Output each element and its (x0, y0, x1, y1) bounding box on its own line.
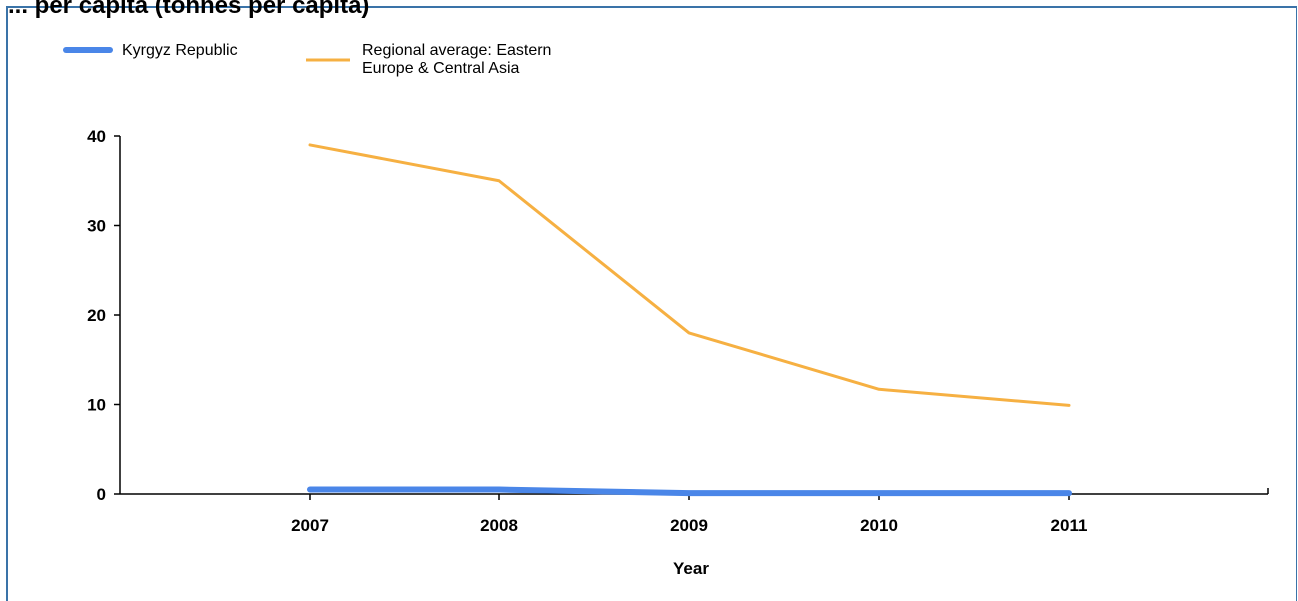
series-line-regional-average (308, 143, 1071, 407)
chart-legend: Kyrgyz Republic Regional average: Eastern… (63, 42, 551, 77)
chart-title: ... per capita (tonnes per capita) (8, 0, 370, 19)
x-tick-label: 2009 (670, 516, 708, 535)
x-axis-title: Year (673, 559, 709, 578)
chart-series (307, 143, 1072, 497)
legend-label-kyrgyz-republic: Kyrgyz Republic (122, 42, 238, 59)
x-tick-label: 2007 (291, 516, 329, 535)
legend-label-regional-average: Regional average: Eastern (362, 42, 551, 59)
chart-axes: 0 10 20 30 40 2007 2008 2009 2010 2011 (87, 127, 1269, 535)
y-tick-label: 10 (87, 396, 106, 415)
x-tick-label: 2010 (860, 516, 898, 535)
chart-panel: ... per capita (tonnes per capita) Kyrgy… (6, 0, 1297, 601)
series-line-kyrgyz-republic (307, 486, 1072, 497)
y-tick-label: 30 (87, 217, 106, 236)
y-tick-label: 0 (97, 485, 106, 504)
line-chart: Kyrgyz Republic Regional average: Eastern… (63, 42, 1269, 578)
legend-label-regional-average: Europe & Central Asia (362, 60, 520, 77)
x-tick-label: 2011 (1051, 516, 1088, 535)
y-tick-label: 40 (87, 127, 106, 146)
x-tick-label: 2008 (480, 516, 518, 535)
y-tick-label: 20 (87, 306, 106, 325)
